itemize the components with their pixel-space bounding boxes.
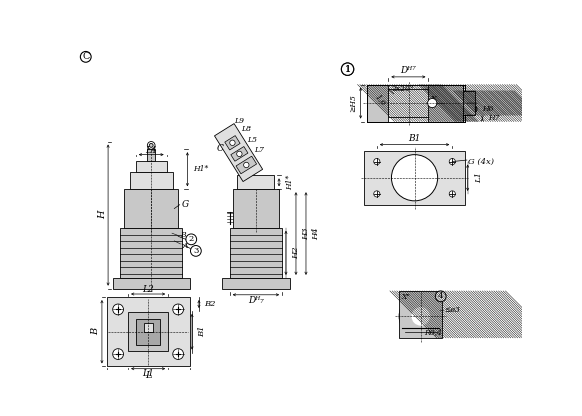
- Text: H: H: [98, 211, 107, 219]
- Text: L9: L9: [235, 117, 244, 126]
- Text: ≤ø3: ≤ø3: [444, 306, 460, 314]
- Text: H2: H2: [292, 247, 300, 259]
- Circle shape: [374, 191, 380, 197]
- Text: 1: 1: [345, 64, 351, 74]
- Text: C: C: [82, 52, 90, 61]
- Text: H6: H6: [482, 105, 494, 113]
- Circle shape: [244, 162, 249, 168]
- Text: G: G: [182, 200, 189, 209]
- Circle shape: [342, 63, 354, 75]
- Circle shape: [173, 304, 183, 315]
- Text: 3: 3: [193, 247, 198, 255]
- Bar: [222, 278, 290, 289]
- Text: 2x20°: 2x20°: [392, 85, 414, 93]
- Bar: [136, 319, 161, 345]
- Bar: [463, 91, 474, 115]
- Text: H1*: H1*: [286, 175, 294, 190]
- Bar: [399, 291, 442, 338]
- Bar: [399, 291, 442, 338]
- Circle shape: [399, 295, 442, 338]
- Text: Dᴴ⁷: Dᴴ⁷: [400, 66, 416, 75]
- Circle shape: [147, 141, 155, 149]
- Bar: [136, 161, 166, 172]
- Circle shape: [230, 140, 235, 146]
- Circle shape: [374, 158, 380, 165]
- Circle shape: [113, 349, 123, 359]
- Text: H1*: H1*: [193, 165, 208, 173]
- Text: 4: 4: [438, 292, 443, 300]
- Bar: [144, 322, 152, 332]
- Polygon shape: [231, 146, 248, 161]
- Circle shape: [149, 144, 153, 147]
- Text: L7: L7: [254, 146, 264, 154]
- Circle shape: [186, 234, 197, 245]
- Circle shape: [342, 63, 354, 75]
- Text: X": X": [402, 293, 410, 301]
- Bar: [128, 312, 168, 351]
- Bar: [107, 297, 190, 366]
- Circle shape: [428, 99, 437, 108]
- Text: B1: B1: [198, 326, 206, 337]
- Bar: [463, 91, 474, 115]
- Polygon shape: [215, 124, 262, 181]
- Text: G (4x): G (4x): [469, 158, 495, 166]
- Circle shape: [237, 151, 242, 156]
- Text: L4: L4: [146, 146, 157, 155]
- Bar: [113, 278, 190, 289]
- Circle shape: [449, 158, 455, 165]
- Text: L: L: [145, 371, 151, 380]
- Bar: [364, 151, 464, 205]
- Bar: [428, 84, 463, 121]
- Text: Dᴴ₇: Dᴴ₇: [248, 297, 264, 305]
- Text: X: X: [431, 95, 437, 103]
- Circle shape: [392, 155, 438, 201]
- Bar: [428, 84, 463, 121]
- Text: L5: L5: [247, 136, 257, 144]
- Text: 1: 1: [345, 64, 351, 74]
- Text: L1: L1: [475, 172, 484, 183]
- Polygon shape: [236, 156, 257, 174]
- Text: 2: 2: [189, 235, 194, 243]
- Text: L8: L8: [241, 125, 251, 133]
- Text: L1: L1: [142, 369, 154, 378]
- Circle shape: [449, 191, 455, 197]
- Text: H7: H7: [488, 114, 500, 122]
- Bar: [237, 176, 274, 189]
- Bar: [230, 228, 282, 278]
- Text: C: C: [217, 144, 224, 153]
- Circle shape: [190, 245, 201, 256]
- Text: B1: B1: [409, 134, 421, 143]
- Text: H4: H4: [312, 227, 320, 240]
- Text: ≥H5: ≥H5: [349, 94, 357, 112]
- Circle shape: [173, 349, 183, 359]
- Text: B: B: [180, 231, 186, 240]
- Bar: [367, 84, 388, 121]
- Bar: [367, 84, 388, 121]
- Bar: [120, 228, 182, 278]
- Bar: [130, 172, 173, 189]
- Circle shape: [435, 291, 446, 302]
- Text: A: A: [183, 242, 188, 250]
- Circle shape: [80, 52, 91, 62]
- Circle shape: [113, 304, 123, 315]
- Text: R0,4: R0,4: [424, 328, 442, 336]
- Bar: [147, 149, 155, 161]
- Text: B2: B2: [204, 300, 216, 308]
- Text: H3: H3: [302, 227, 310, 240]
- Polygon shape: [225, 136, 240, 150]
- Bar: [124, 189, 178, 228]
- Bar: [388, 89, 431, 117]
- Text: 1,6: 1,6: [374, 93, 388, 107]
- Bar: [233, 189, 279, 228]
- Bar: [398, 328, 443, 339]
- Text: B: B: [91, 328, 100, 335]
- Text: L2: L2: [142, 285, 154, 294]
- Circle shape: [411, 307, 430, 326]
